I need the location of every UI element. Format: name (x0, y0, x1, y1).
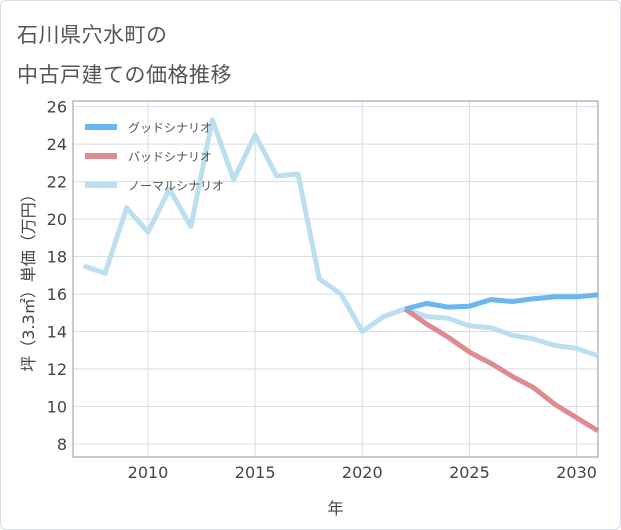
y-tick-label: 14 (47, 322, 67, 341)
grid (73, 101, 598, 457)
series-line-2 (82, 117, 599, 359)
y-tick-label: 16 (47, 285, 67, 304)
series-group (82, 117, 600, 433)
chart-title-line1: 石川県穴水町の (17, 23, 168, 47)
x-tick-label: 2010 (128, 463, 169, 482)
y-tick-label: 24 (47, 135, 67, 154)
y-tick-label: 18 (47, 248, 67, 267)
y-tick-label: 10 (47, 397, 67, 416)
series-line-1 (403, 306, 600, 433)
y-tick-label: 12 (47, 360, 67, 379)
x-tick-label: 2025 (449, 463, 490, 482)
legend-label-2: ノーマルシナリオ (128, 179, 224, 193)
x-tick-label: 2030 (556, 463, 597, 482)
legend-label-1: バッドシナリオ (128, 150, 212, 164)
x-tick-label: 2015 (235, 463, 276, 482)
y-tick-label: 20 (47, 210, 67, 229)
chart-title-line2: 中古戸建ての価格推移 (17, 63, 232, 87)
plot-frame (72, 100, 599, 458)
x-tick-label: 2020 (342, 463, 383, 482)
legend-label-0: グッドシナリオ (128, 121, 212, 135)
y-axis-label: 坪（3.3㎡）単価（万円） (19, 186, 38, 371)
y-tick-label: 26 (47, 98, 67, 117)
series-line-0 (404, 292, 599, 312)
y-tick-label: 8 (57, 435, 67, 454)
tick-labels: 8 10 12 14 16 18 20 22 24 26 2010 2015 2020 2025 2030 (47, 98, 597, 482)
y-tick-label: 22 (47, 173, 67, 192)
x-axis-label: 年 (327, 499, 343, 518)
